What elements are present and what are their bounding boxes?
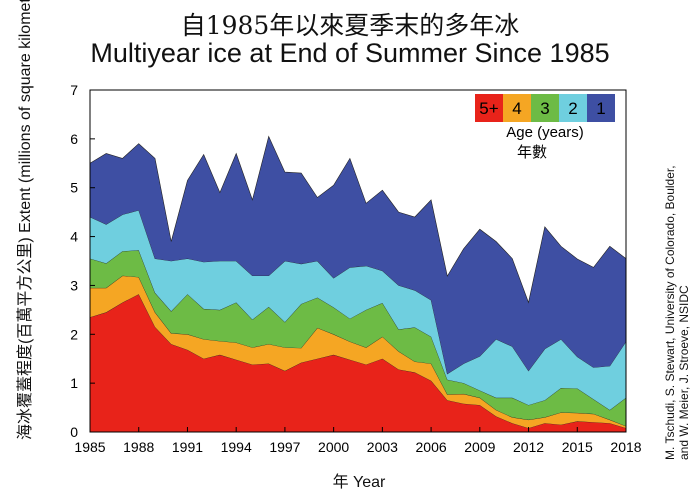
- x-tick-label: 2015: [562, 439, 593, 455]
- credit-line-1: M. Tschudi, S. Stewart, University of Co…: [663, 165, 677, 460]
- y-tick-label: 1: [70, 375, 78, 391]
- y-tick-label: 5: [70, 180, 78, 196]
- x-tick-label: 2006: [416, 439, 447, 455]
- legend-label-1: 1: [596, 99, 605, 118]
- plot-frame: [89, 89, 627, 433]
- credit-line-2: and W. Meier, J. Stroeve, NSIDC: [677, 285, 691, 460]
- legend-title-zh: 年數: [517, 143, 547, 161]
- legend-label-3: 3: [540, 99, 549, 118]
- chart-title-zh: 自1985年以來夏季末的多年冰: [180, 11, 520, 40]
- legend-swatch-5plus: [475, 94, 503, 122]
- x-tick-label: 2009: [464, 439, 495, 455]
- x-tick-label: 2003: [367, 439, 398, 455]
- legend-swatch-3: [531, 94, 559, 122]
- x-tick-label: 1997: [269, 439, 300, 455]
- area-series-1: [90, 136, 626, 374]
- y-tick-label: 4: [70, 229, 78, 245]
- legend-title: Age (years): [506, 124, 584, 141]
- legend-label-2: 2: [568, 99, 577, 118]
- y-tick-label: 0: [70, 424, 78, 440]
- axis-ticks: 1985 1988 1991 1994 1997 2000 2003 2006 2009 2012…: [70, 82, 642, 455]
- y-tick-label: 3: [70, 277, 78, 293]
- x-tick-label: 2000: [318, 439, 349, 455]
- x-tick-label: 1994: [221, 439, 252, 455]
- y-tick-label: 7: [70, 82, 78, 98]
- area-series-4: [90, 275, 626, 429]
- y-tick-label: 2: [70, 326, 78, 342]
- legend-label-4: 4: [512, 99, 521, 118]
- x-tick-label: 1988: [123, 439, 154, 455]
- legend-swatch-1: [587, 94, 615, 122]
- area-series-3: [90, 250, 626, 427]
- legend-swatch-2: [559, 94, 587, 122]
- x-tick-label: 1991: [172, 439, 203, 455]
- x-tick-label: 2018: [610, 439, 641, 455]
- area-layers: [89, 135, 627, 432]
- x-axis-label: 年 Year: [332, 474, 386, 491]
- y-tick-label: 6: [70, 131, 78, 147]
- chart-title-en: Multiyear ice at End of Summer Since 198…: [90, 38, 610, 68]
- area-series-5plus: [90, 294, 626, 432]
- x-tick-label: 1985: [74, 439, 105, 455]
- legend-label-5plus: 5+: [479, 99, 498, 118]
- y-axis-label: 海冰覆蓋程度(百萬平方公里) Extent (millions of squar…: [17, 0, 34, 440]
- legend: 5+ 4 3 2 1 Age (years) 年數: [475, 94, 615, 161]
- x-tick-label: 2012: [513, 439, 544, 455]
- legend-swatch-4: [503, 94, 531, 122]
- area-edge: [89, 135, 627, 304]
- credit-text: M. Tschudi, S. Stewart, University of Co…: [663, 30, 691, 460]
- area-series-2: [90, 210, 626, 410]
